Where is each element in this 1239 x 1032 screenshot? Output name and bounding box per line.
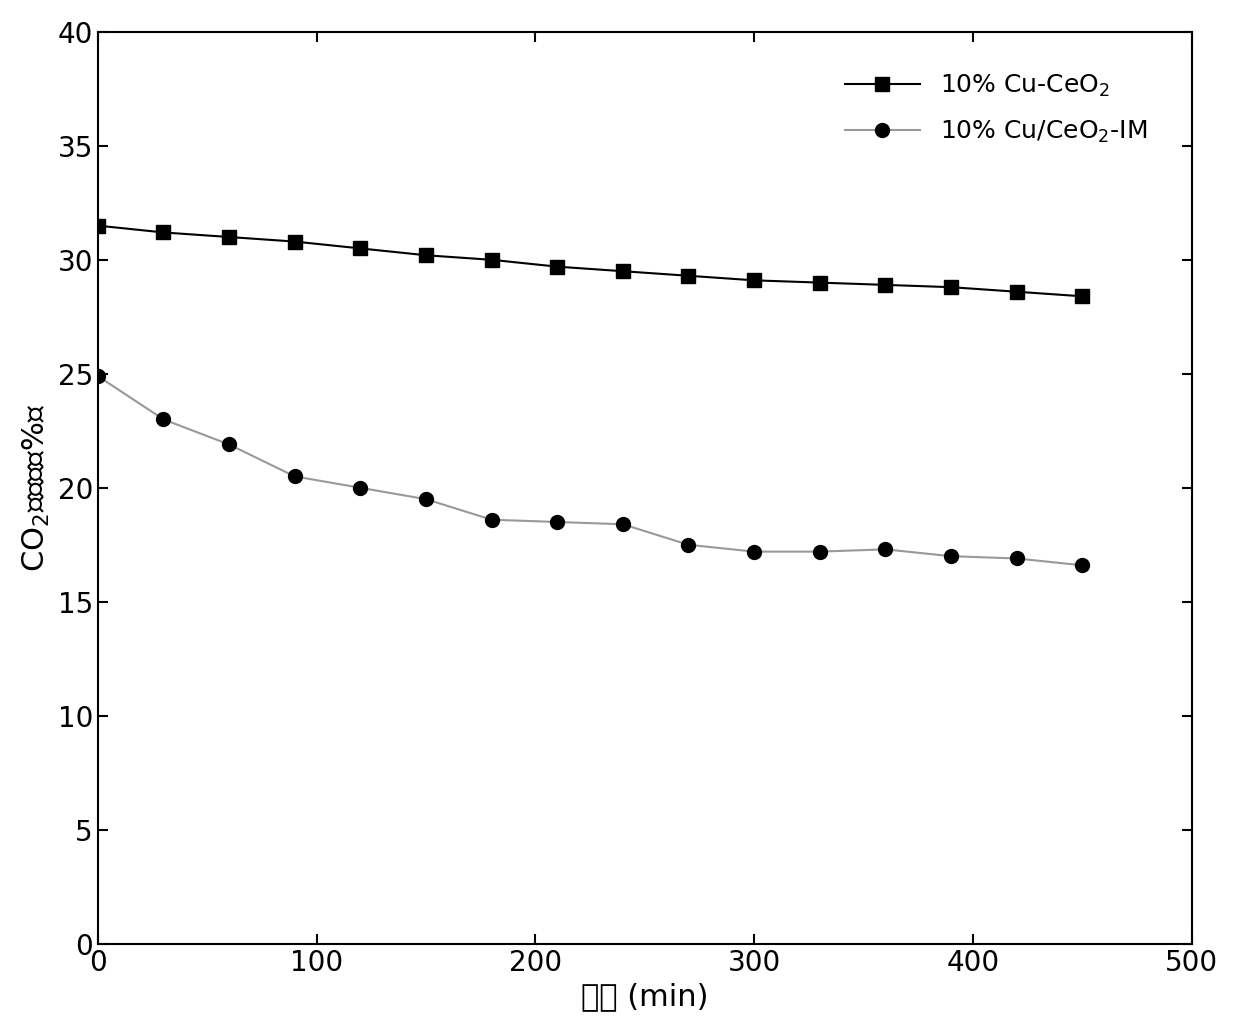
10% Cu/CeO$_2$-IM [616,518,631,530]
10% Cu/CeO$_2$-IM [90,369,105,382]
10% Cu/CeO$_2$-IM [747,546,762,558]
10% Cu-CeO$_2$ [616,265,631,278]
10% Cu/CeO$_2$-IM [813,546,828,558]
10% Cu-CeO$_2$ [287,235,302,248]
10% Cu-CeO$_2$ [878,279,893,291]
Legend: 10% Cu-CeO$_2$, 10% Cu/CeO$_2$-IM: 10% Cu-CeO$_2$, 10% Cu/CeO$_2$-IM [835,63,1157,155]
10% Cu-CeO$_2$ [1010,286,1025,298]
10% Cu/CeO$_2$-IM [1010,552,1025,565]
10% Cu-CeO$_2$ [484,254,499,266]
10% Cu/CeO$_2$-IM [222,439,237,451]
10% Cu-CeO$_2$ [944,281,959,293]
10% Cu/CeO$_2$-IM [419,493,434,506]
10% Cu/CeO$_2$-IM [484,514,499,526]
10% Cu/CeO$_2$-IM [944,550,959,562]
10% Cu-CeO$_2$ [222,231,237,244]
10% Cu-CeO$_2$ [353,243,368,255]
X-axis label: 时间 (min): 时间 (min) [581,982,709,1011]
10% Cu-CeO$_2$ [90,220,105,232]
Line: 10% Cu-CeO$_2$: 10% Cu-CeO$_2$ [90,219,1089,303]
10% Cu-CeO$_2$ [550,260,565,272]
10% Cu/CeO$_2$-IM [681,539,696,551]
Line: 10% Cu/CeO$_2$-IM: 10% Cu/CeO$_2$-IM [90,369,1089,573]
10% Cu/CeO$_2$-IM [550,516,565,528]
10% Cu-CeO$_2$ [1074,290,1089,302]
10% Cu/CeO$_2$-IM [353,482,368,494]
10% Cu-CeO$_2$ [156,226,171,238]
Y-axis label: CO$_2$转化率（%）: CO$_2$转化率（%） [21,404,52,572]
10% Cu-CeO$_2$ [813,277,828,289]
10% Cu/CeO$_2$-IM [156,413,171,425]
10% Cu/CeO$_2$-IM [1074,559,1089,572]
10% Cu-CeO$_2$ [747,275,762,287]
10% Cu/CeO$_2$-IM [878,543,893,555]
10% Cu-CeO$_2$ [419,249,434,261]
10% Cu/CeO$_2$-IM [287,471,302,483]
10% Cu-CeO$_2$ [681,269,696,282]
